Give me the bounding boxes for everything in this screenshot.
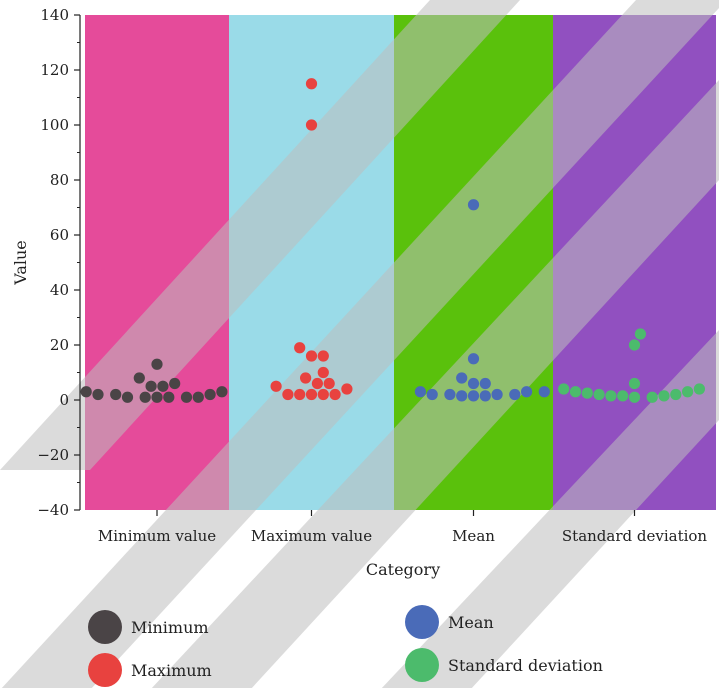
y-tick-label: −20: [37, 446, 69, 464]
legend-label: Minimum: [131, 618, 209, 637]
data-point: [634, 328, 647, 340]
data-point: [426, 388, 438, 401]
data-point: [305, 78, 318, 90]
data-point: [121, 391, 134, 403]
data-point: [145, 380, 157, 392]
data-point: [521, 386, 533, 398]
legend-label: Mean: [448, 613, 494, 632]
data-point: [294, 388, 306, 401]
data-point: [628, 339, 641, 351]
x-tick-label: Mean: [452, 527, 495, 545]
data-point: [467, 390, 480, 402]
y-tick-label: 0: [59, 391, 69, 409]
data-point: [682, 386, 694, 398]
data-point: [444, 388, 456, 401]
y-tick-label: 140: [40, 6, 69, 24]
data-point: [479, 390, 491, 402]
data-point: [414, 386, 426, 398]
data-point: [329, 388, 341, 401]
data-point: [139, 391, 151, 403]
data-point: [593, 388, 605, 401]
data-point: [305, 388, 318, 401]
data-point: [157, 380, 169, 392]
data-point: [151, 358, 163, 370]
legend-marker: [88, 653, 122, 687]
data-point: [282, 388, 294, 401]
data-point: [163, 391, 175, 403]
legend-marker: [405, 605, 439, 639]
data-point: [538, 386, 550, 398]
watermark-stripe: [151, 80, 719, 688]
data-point: [294, 342, 306, 354]
y-tick-label: 80: [50, 171, 69, 189]
data-point: [317, 388, 329, 401]
legend-marker: [88, 610, 122, 644]
y-tick-label: 120: [40, 61, 69, 79]
y-tick-label: 20: [50, 336, 69, 354]
y-tick-label: −40: [37, 501, 69, 519]
data-point: [456, 390, 468, 402]
legend-marker: [405, 648, 439, 682]
data-point: [509, 388, 521, 401]
y-tick-label: 40: [50, 281, 69, 299]
data-point: [305, 350, 318, 362]
data-point: [467, 377, 480, 390]
data-point: [693, 383, 706, 395]
data-point: [204, 388, 216, 401]
data-point: [341, 383, 353, 395]
y-tick-label: 100: [40, 116, 69, 134]
data-point: [311, 377, 323, 390]
legend-label: Maximum: [131, 661, 212, 680]
x-tick-label: Maximum value: [251, 527, 372, 545]
data-point: [192, 391, 204, 403]
x-axis-title: Category: [366, 560, 440, 579]
y-tick-label: 60: [50, 226, 69, 244]
data-point: [133, 372, 145, 384]
watermark-stripe: [0, 0, 520, 470]
data-point: [658, 390, 670, 402]
data-point: [180, 391, 193, 403]
data-point: [110, 388, 122, 401]
data-point: [467, 199, 480, 211]
data-point: [151, 391, 163, 403]
data-point: [617, 390, 629, 402]
x-tick-label: Minimum value: [98, 527, 216, 545]
data-point: [92, 388, 104, 401]
x-tick-label: Standard deviation: [562, 527, 708, 545]
data-point: [467, 353, 480, 365]
data-point: [628, 377, 641, 390]
data-point: [569, 386, 582, 398]
data-point: [670, 388, 682, 401]
data-point: [270, 380, 282, 392]
data-point: [628, 391, 641, 403]
watermark-stripe: [381, 330, 719, 688]
data-point: [80, 386, 92, 398]
data-point: [323, 377, 335, 390]
legend: Minimum Maximum Mean Standard deviation: [88, 605, 603, 687]
data-point: [605, 390, 617, 402]
data-point: [581, 387, 593, 399]
data-point: [300, 372, 312, 384]
y-axis-title: Value: [11, 240, 30, 286]
data-point: [456, 372, 468, 384]
legend-label: Standard deviation: [448, 656, 603, 675]
data-point: [216, 386, 228, 398]
data-point: [317, 350, 329, 362]
data-point: [491, 388, 503, 401]
data-point: [305, 119, 318, 131]
data-point: [317, 366, 329, 379]
data-point: [646, 391, 658, 403]
data-point: [479, 377, 491, 390]
data-point: [558, 383, 570, 395]
data-point: [169, 377, 181, 390]
